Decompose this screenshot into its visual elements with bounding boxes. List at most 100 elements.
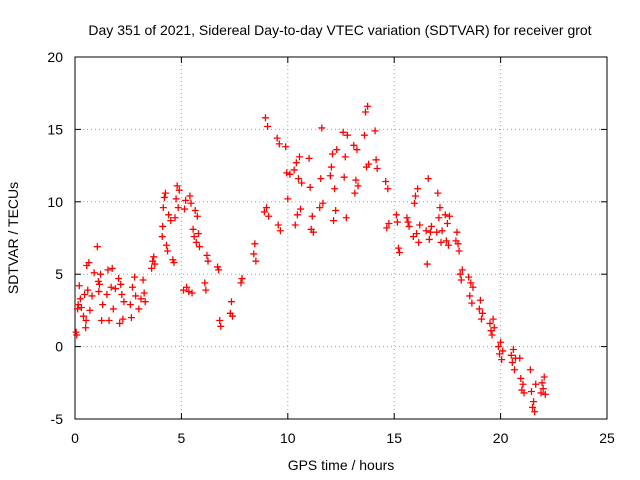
data-point — [186, 192, 194, 200]
data-point — [365, 160, 373, 168]
data-point — [458, 266, 466, 274]
data-point — [215, 266, 223, 274]
data-point — [297, 205, 305, 213]
y-tick-label: 10 — [47, 194, 63, 210]
data-point — [290, 166, 298, 174]
data-point — [372, 156, 380, 164]
data-point — [161, 189, 169, 197]
data-point — [309, 228, 317, 236]
data-point — [217, 322, 225, 330]
data-point — [260, 208, 268, 216]
data-point — [403, 214, 411, 222]
data-point — [228, 312, 236, 320]
data-point — [95, 280, 103, 288]
data-point — [251, 240, 259, 248]
data-point — [538, 379, 546, 387]
data-point — [276, 227, 284, 235]
data-point — [457, 276, 465, 284]
data-point — [476, 296, 484, 304]
data-point — [182, 196, 190, 204]
data-point — [475, 305, 483, 313]
x-tick-label: 20 — [493, 430, 509, 446]
data-point — [427, 222, 435, 230]
data-point — [164, 247, 172, 255]
data-point — [82, 317, 90, 325]
data-point — [467, 279, 475, 287]
data-point — [265, 212, 273, 220]
data-point — [158, 233, 166, 241]
y-tick-label: 5 — [55, 266, 63, 282]
data-point — [173, 182, 181, 190]
data-point — [159, 222, 167, 230]
data-point — [128, 283, 136, 291]
data-point — [73, 331, 81, 339]
data-point — [283, 169, 291, 177]
data-point — [131, 273, 139, 281]
data-point — [396, 248, 404, 256]
data-point — [541, 390, 549, 398]
data-point — [426, 228, 434, 236]
data-point — [188, 289, 196, 297]
data-point — [477, 315, 485, 323]
data-point — [93, 243, 101, 251]
data-point — [167, 217, 175, 225]
data-point — [361, 108, 369, 116]
data-point — [433, 228, 441, 236]
data-point — [404, 218, 412, 226]
data-point — [519, 380, 527, 388]
data-point — [135, 305, 143, 313]
data-point — [291, 221, 299, 229]
data-point — [76, 295, 84, 303]
y-tick-label: 20 — [47, 49, 63, 65]
data-point — [332, 206, 340, 214]
data-point — [444, 241, 452, 249]
data-point — [308, 212, 316, 220]
data-point — [81, 290, 89, 298]
data-point — [529, 403, 537, 411]
data-point — [116, 319, 124, 327]
data-point — [85, 259, 93, 267]
data-point — [318, 124, 326, 132]
data-point — [517, 374, 525, 382]
data-point — [175, 186, 183, 194]
data-point — [327, 163, 335, 171]
data-point — [189, 225, 197, 233]
data-point — [442, 237, 450, 245]
data-point — [148, 264, 156, 272]
data-point — [263, 204, 271, 212]
data-point — [181, 205, 189, 213]
data-point — [137, 295, 145, 303]
data-point — [171, 214, 179, 222]
data-point — [488, 331, 496, 339]
data-point — [273, 134, 281, 142]
grid — [75, 57, 607, 419]
data-point — [296, 153, 304, 161]
data-point — [530, 398, 538, 406]
data-point — [160, 193, 168, 201]
data-point — [446, 212, 454, 220]
data-point — [90, 269, 98, 277]
y-tick-label: 0 — [55, 339, 63, 355]
data-point — [190, 233, 198, 241]
data-point — [489, 315, 497, 323]
data-point — [192, 238, 200, 246]
data-point — [468, 299, 476, 307]
data-point — [364, 102, 372, 110]
data-point — [141, 298, 149, 306]
data-point — [456, 270, 464, 278]
data-point — [292, 159, 300, 167]
data-point — [383, 224, 391, 232]
data-point — [163, 241, 171, 249]
data-point — [333, 146, 341, 154]
data-point — [340, 173, 348, 181]
data-point — [454, 240, 462, 248]
data-point — [341, 153, 349, 161]
data-point — [204, 257, 212, 265]
data-point — [237, 279, 245, 287]
data-point — [216, 317, 224, 325]
data-point — [151, 260, 159, 268]
data-point — [392, 211, 400, 219]
data-point — [423, 260, 431, 268]
data-point — [174, 204, 182, 212]
data-point — [284, 195, 292, 203]
